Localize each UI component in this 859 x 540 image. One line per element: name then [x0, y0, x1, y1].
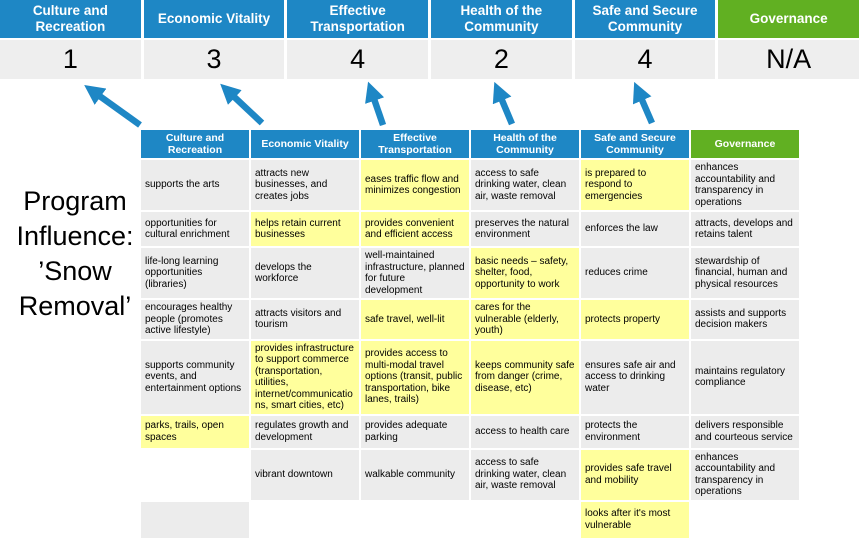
matrix-cell-r5c2: provides infrastructure to support comme… — [251, 340, 359, 414]
matrix-row-6: parks, trails, open spaces regulates grow… — [141, 415, 799, 448]
page-title-line-1: Program — [23, 186, 127, 216]
matrix-cell-r2c3: provides convenient and efficient access — [361, 212, 469, 247]
matrix-cell-r7c2: vibrant downtown — [251, 449, 359, 500]
matrix-header-row: Culture and Recreation Economic Vitality E… — [141, 130, 799, 159]
up-left-arrow-3 — [365, 81, 387, 127]
matrix-cell-r8c4 — [471, 501, 579, 538]
matrix-row-8: looks after it's most vulnerable — [141, 501, 799, 538]
matrix-cell-r4c6: assists and supports decision makers — [691, 300, 799, 339]
summary-table: Culture and Recreation 1 Economic Vitali… — [0, 0, 859, 79]
matrix-cell-r1c3: eases traffic flow and minimizes congest… — [361, 160, 469, 211]
summary-header-transportation: Effective Transportation — [287, 0, 428, 38]
matrix-cell-r8c3 — [361, 501, 469, 538]
summary-column-transportation: Effective Transportation 4 — [287, 0, 428, 79]
matrix-cell-r5c3: provides access to multi-modal travel op… — [361, 340, 469, 414]
summary-score-governance: N/A — [718, 40, 859, 79]
matrix-row-3: life-long learning opportunities (librar… — [141, 248, 799, 299]
summary-score-economic: 3 — [143, 40, 285, 79]
matrix-cell-r8c5: looks after it's most vulnerable — [581, 501, 689, 538]
matrix-row-7: vibrant downtown walkable community access… — [141, 449, 799, 500]
matrix-cell-r1c2: attracts new businesses, and creates job… — [251, 160, 359, 211]
matrix-cell-r1c4: access to safe drinking water, clean air… — [471, 160, 579, 211]
matrix-row-5: supports community events, and entertain… — [141, 340, 799, 414]
matrix-cell-r4c5: protects property — [581, 300, 689, 339]
summary-score-safety: 4 — [574, 40, 716, 79]
influence-matrix: Culture and Recreation Economic Vitality E… — [139, 128, 801, 540]
matrix-cell-r3c6: stewardship of financial, human and phys… — [691, 248, 799, 299]
page-title-line-3: ’Snow — [38, 256, 112, 286]
matrix-cell-r6c1: parks, trails, open spaces — [141, 415, 249, 448]
up-left-arrow-1 — [84, 84, 142, 128]
matrix-cell-r4c4: cares for the vulnerable (elderly, youth… — [471, 300, 579, 339]
summary-header-economic: Economic Vitality — [143, 0, 285, 38]
up-left-arrow-5 — [632, 81, 655, 125]
matrix-row-4: encourages healthy people (promotes acti… — [141, 300, 799, 339]
matrix-cell-r6c3: provides adequate parking — [361, 415, 469, 448]
matrix-cell-r5c4: keeps community safe from danger (crime,… — [471, 340, 579, 414]
matrix-header-2: Economic Vitality — [251, 130, 359, 159]
summary-header-health: Health of the Community — [431, 0, 572, 38]
matrix-cell-r5c5: ensures safe air and access to drinking … — [581, 340, 689, 414]
matrix-cell-r5c6: maintains regulatory compliance — [691, 340, 799, 414]
up-left-arrow-2 — [220, 83, 265, 126]
page-title-line-4: Removal’ — [18, 291, 132, 321]
summary-score-health: 2 — [431, 40, 572, 79]
matrix-cell-r7c1 — [141, 449, 249, 500]
matrix-header-5: Safe and Secure Community — [581, 130, 689, 159]
matrix-cell-r3c3: well-maintained infrastructure, planned … — [361, 248, 469, 299]
matrix-cell-r1c1: supports the arts — [141, 160, 249, 211]
matrix-cell-r6c4: access to health care — [471, 415, 579, 448]
matrix-cell-r2c6: attracts, develops and retains talent — [691, 212, 799, 247]
summary-column-economic: Economic Vitality 3 — [143, 0, 285, 79]
matrix-cell-r3c1: life-long learning opportunities (librar… — [141, 248, 249, 299]
page-title: Program Influence: ’Snow Removal’ — [0, 184, 150, 324]
matrix-cell-r3c2: develops the workforce — [251, 248, 359, 299]
matrix-header-1: Culture and Recreation — [141, 130, 249, 159]
matrix-cell-r8c2 — [251, 501, 359, 538]
matrix-cell-r7c5: provides safe travel and mobility — [581, 449, 689, 500]
matrix-cell-r6c2: regulates growth and development — [251, 415, 359, 448]
summary-score-transportation: 4 — [287, 40, 428, 79]
up-left-arrow-4 — [492, 81, 515, 126]
matrix-cell-r4c2: attracts visitors and tourism — [251, 300, 359, 339]
page-title-line-2: Influence: — [16, 221, 134, 251]
matrix-row-1: supports the arts attracts new businesses… — [141, 160, 799, 211]
matrix-cell-r3c5: reduces crime — [581, 248, 689, 299]
matrix-cell-r2c2: helps retain current businesses — [251, 212, 359, 247]
summary-column-safety: Safe and Secure Community 4 — [574, 0, 716, 79]
matrix-cell-r8c6 — [691, 501, 799, 538]
matrix-cell-r3c4: basic needs – safety, shelter, food, opp… — [471, 248, 579, 299]
summary-header-governance: Governance — [718, 0, 859, 38]
summary-score-culture: 1 — [0, 40, 141, 79]
matrix-cell-r4c3: safe travel, well-lit — [361, 300, 469, 339]
summary-column-health: Health of the Community 2 — [431, 0, 572, 79]
influence-arrows — [84, 81, 655, 128]
matrix-cell-r8c1 — [141, 501, 249, 538]
matrix-cell-r7c3: walkable community — [361, 449, 469, 500]
matrix-cell-r7c6: enhances accountability and transparency… — [691, 449, 799, 500]
matrix-cell-r7c4: access to safe drinking water, clean air… — [471, 449, 579, 500]
matrix-cell-r1c5: is prepared to respond to emergencies — [581, 160, 689, 211]
summary-column-governance: Governance N/A — [718, 0, 859, 79]
summary-header-culture: Culture and Recreation — [0, 0, 141, 38]
summary-header-safety: Safe and Secure Community — [574, 0, 716, 38]
matrix-row-2: opportunities for cultural enrichment hel… — [141, 212, 799, 247]
summary-column-culture: Culture and Recreation 1 — [0, 0, 141, 79]
matrix-cell-r5c1: supports community events, and entertain… — [141, 340, 249, 414]
matrix-header-6: Governance — [691, 130, 799, 159]
matrix-cell-r2c1: opportunities for cultural enrichment — [141, 212, 249, 247]
matrix-table: Culture and Recreation Economic Vitality E… — [139, 128, 801, 540]
matrix-cell-r2c5: enforces the law — [581, 212, 689, 247]
matrix-header-3: Effective Transportation — [361, 130, 469, 159]
matrix-cell-r6c5: protects the environment — [581, 415, 689, 448]
matrix-cell-r1c6: enhances accountability and transparency… — [691, 160, 799, 211]
matrix-cell-r2c4: preserves the natural environment — [471, 212, 579, 247]
matrix-header-4: Health of the Community — [471, 130, 579, 159]
matrix-cell-r4c1: encourages healthy people (promotes acti… — [141, 300, 249, 339]
matrix-cell-r6c6: delivers responsible and courteous servi… — [691, 415, 799, 448]
